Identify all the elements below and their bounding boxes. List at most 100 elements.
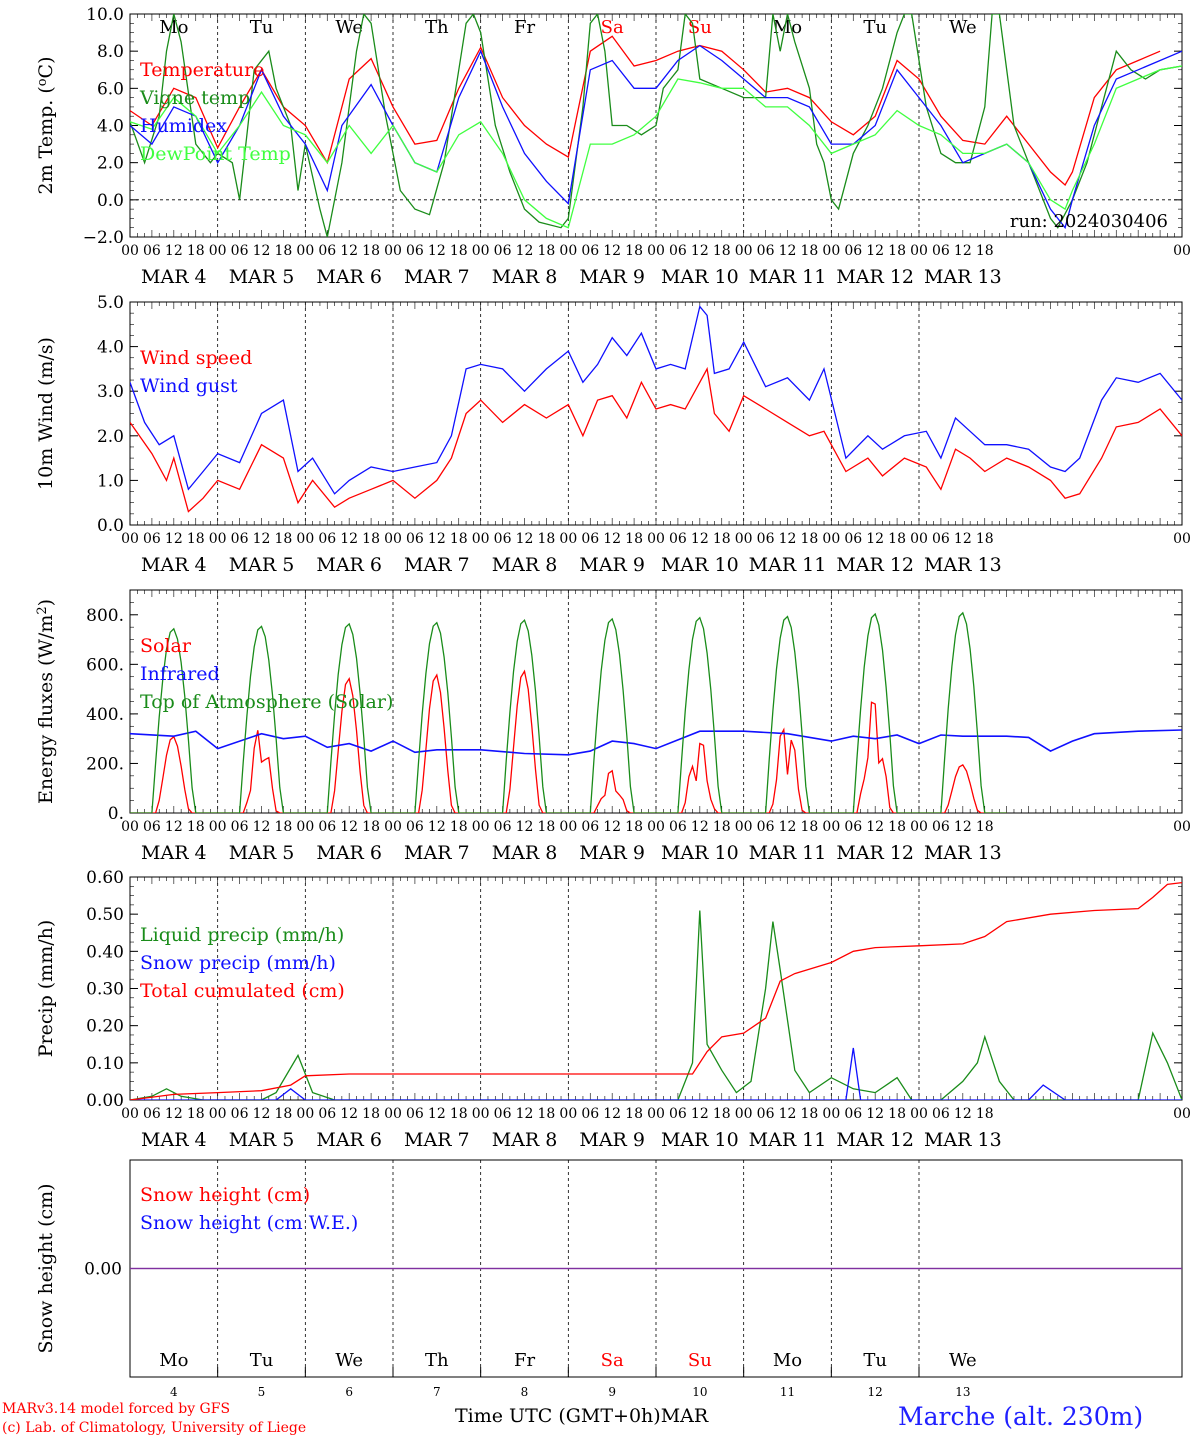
x-hour-label: 12 [165,1106,183,1122]
legend-entry: Wind gust [140,375,238,397]
x-date-label: MAR 7 [404,266,470,288]
x-date-label: MAR 4 [141,1129,207,1151]
day-name-label: Mo [159,1350,188,1371]
x-hour-label: 18 [801,1106,819,1122]
x-hour-label: 18 [275,819,293,835]
day-name-label: Tu [250,17,274,38]
x-hour-label: 06 [231,1106,249,1122]
x-hour-label: 06 [932,243,950,259]
x-date-label: MAR 5 [229,1129,295,1151]
y-axis-label: 2m Temp. (oC) [35,56,57,194]
x-hour-label: 18 [801,243,819,259]
x-date-label: MAR 10 [661,266,739,288]
x-hour-label: 12 [866,243,884,259]
x-hour-label: 06 [757,531,775,547]
x-hour-label: 06 [494,243,512,259]
x-hour-label: 12 [603,1106,621,1122]
day-name-label: Su [688,17,712,38]
day-number-label: 10 [692,1385,707,1399]
day-name-label: Fr [514,17,535,38]
x-date-label: MAR 9 [579,1129,645,1151]
x-hour-label: 18 [625,531,643,547]
x-hour-label: 00 [209,819,227,835]
x-hour-label: 00 [209,531,227,547]
x-hour-label: 12 [165,819,183,835]
x-hour-label: 00 [296,819,314,835]
x-hour-label: 12 [954,819,972,835]
x-hour-label: 06 [844,819,862,835]
y-tick-label: 1.0 [97,471,124,491]
x-hour-label: 12 [428,243,446,259]
day-name-label: We [949,1350,977,1371]
model-credit: MARv3.14 model forced by GFS [2,1401,231,1417]
y-axis-label: Energy fluxes (W/m2) [35,599,57,804]
x-hour-label: 12 [603,243,621,259]
panel-1: −2.00.02.04.06.08.010.02m Temp. (oC)00 06… [35,5,1191,288]
x-hour-label: 06 [318,819,336,835]
x-date-label: MAR 7 [404,842,470,864]
x-hour-label: 12 [253,819,271,835]
x-hour-label: 12 [691,243,709,259]
x-hour-label: 18 [362,531,380,547]
x-hour-label: 18 [275,243,293,259]
x-hour-label: 00 [735,819,753,835]
x-hour-label: 18 [187,531,205,547]
x-date-label: MAR 10 [661,554,739,576]
legend-entry: DewPoint Temp [140,143,291,165]
x-hour-label: 00 [735,243,753,259]
x-hour-label: 12 [603,819,621,835]
x-hour-label: 06 [406,243,424,259]
x-hour-label: 12 [340,531,358,547]
x-hour-label: 00 [559,531,577,547]
x-hour-label: 06 [932,1106,950,1122]
y-tick-label: 200. [86,754,124,774]
series-line-wind-speed [130,366,1182,513]
x-hour-label: 18 [888,819,906,835]
x-hour-label: 18 [625,1106,643,1122]
x-hour-label: 12 [954,243,972,259]
x-hour-label: 06 [844,531,862,547]
y-axis-label: 10m Wind (m/s) [35,337,57,490]
series-line-wind-gust [130,305,1182,495]
legend-entry: Temperature [140,59,264,81]
x-hour-label: 06 [757,819,775,835]
series-group [130,14,1182,237]
y-tick-label: 0.00 [84,1260,122,1280]
series-line-temperature [130,35,1161,187]
day-number-label: 12 [868,1385,883,1399]
x-hour-label: 06 [757,1106,775,1122]
day-name-label: We [335,1350,363,1371]
x-date-label: MAR 4 [141,842,207,864]
x-hour-label: 12 [253,1106,271,1122]
day-number-label: 7 [433,1385,441,1399]
run-label: run: 2024030406 [1010,211,1168,232]
x-date-label: MAR 10 [661,842,739,864]
series-line-solar [130,669,1007,813]
x-date-label: MAR 5 [229,842,295,864]
x-hour-label: 00 [910,1106,928,1122]
y-tick-label: 5.0 [97,293,124,313]
x-hour-label: 00 [472,819,490,835]
x-hour-label: 00 [472,531,490,547]
x-hour-label: 18 [976,1106,994,1122]
panel-3: 0. 200. 400. 600. 800. Energy fluxes (W/m2) 00… [35,589,1191,864]
x-date-label: MAR 9 [579,266,645,288]
day-name-label: Mo [159,17,188,38]
series-group [130,881,1182,1100]
x-date-label: MAR 11 [749,842,827,864]
x-hour-label: 18 [362,819,380,835]
x-hour-label: 00 [822,819,840,835]
x-hour-label: 12 [779,819,797,835]
day-number-label: 5 [258,1385,266,1399]
x-hour-label: 12 [516,819,534,835]
x-hour-label: 06 [581,243,599,259]
x-hour-label: 00 [384,531,402,547]
day-name-label: Sa [601,17,624,38]
x-hour-label: 18 [888,531,906,547]
y-tick-label: 0.0 [97,191,124,211]
x-date-label: MAR 5 [229,554,295,576]
x-hour-label: 18 [538,531,556,547]
x-hour-label: 00 [647,1106,665,1122]
x-hour-label: 06 [669,819,687,835]
series-line-infrared [130,729,1182,756]
